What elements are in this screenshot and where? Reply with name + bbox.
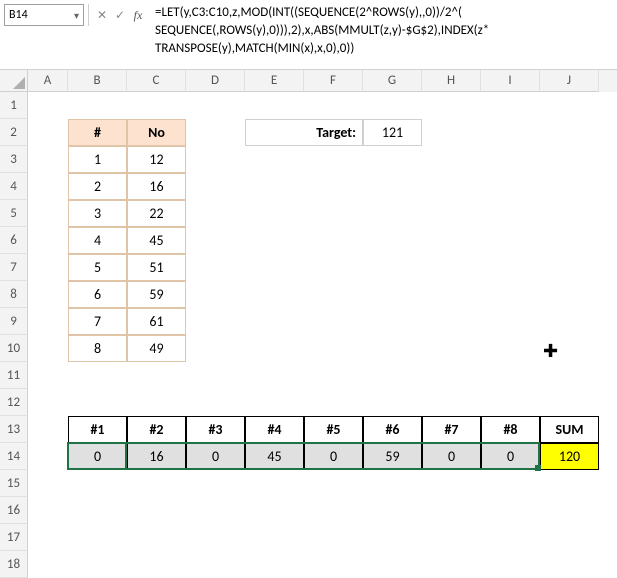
result-header-4: #4 [245,416,304,443]
table1-val-7: 61 [127,308,186,335]
result-value-9: 120 [540,443,599,470]
accept-icon[interactable]: ✓ [111,5,129,25]
col-header-D[interactable]: D [186,70,245,92]
fx-icon[interactable]: fx [129,5,147,25]
result-value-5: 0 [304,443,363,470]
table1-val-4: 45 [127,227,186,254]
table1-val-6: 59 [127,281,186,308]
table1-val-1: 12 [127,146,186,173]
col-header-I[interactable]: I [481,70,540,92]
row-header-5[interactable]: 5 [0,200,28,227]
row-header-9[interactable]: 9 [0,308,28,335]
row-header-16[interactable]: 16 [0,497,28,524]
row-header-8[interactable]: 8 [0,281,28,308]
col-header-A[interactable]: A [28,70,68,92]
cancel-icon[interactable]: ✕ [93,5,111,25]
row-header-14[interactable]: 14 [0,443,28,470]
table1-num-7: 7 [68,308,127,335]
formula-buttons: ✕ ✓ fx [93,4,147,26]
table1-val-8: 49 [127,335,186,362]
result-header-9: SUM [540,416,599,443]
row-header-7[interactable]: 7 [0,254,28,281]
col-header-G[interactable]: G [363,70,422,92]
result-header-1: #1 [68,416,127,443]
name-box[interactable]: B14 ▾ [4,4,84,26]
spreadsheet-grid: 123456789101112131415161718 ABCDEFGHIJ #… [0,70,617,578]
row-header-6[interactable]: 6 [0,227,28,254]
table1-num-3: 3 [68,200,127,227]
result-header-5: #5 [304,416,363,443]
table1-num-1: 1 [68,146,127,173]
row-header-11[interactable]: 11 [0,362,28,389]
target-value: 121 [363,119,422,146]
select-all-corner[interactable] [0,70,28,92]
result-value-2: 16 [127,443,186,470]
table1-num-8: 8 [68,335,127,362]
col-header-F[interactable]: F [304,70,363,92]
row-header-2[interactable]: 2 [0,119,28,146]
chevron-down-icon[interactable]: ▾ [74,9,79,22]
row-headers: 123456789101112131415161718 [0,92,28,578]
table1-header-num: # [68,119,127,146]
row-header-3[interactable]: 3 [0,146,28,173]
result-value-3: 0 [186,443,245,470]
col-header-H[interactable]: H [422,70,481,92]
row-header-1[interactable]: 1 [0,92,28,119]
result-value-4: 45 [245,443,304,470]
row-header-17[interactable]: 17 [0,524,28,551]
formula-input[interactable]: =LET(y,C3:C10,z,MOD(INT((SEQUENCE(2^ROWS… [149,0,617,63]
row-header-4[interactable]: 4 [0,173,28,200]
row-header-10[interactable]: 10 [0,335,28,362]
result-value-8: 0 [481,443,540,470]
formula-bar: B14 ▾ ✕ ✓ fx =LET(y,C3:C10,z,MOD(INT((SE… [0,0,617,70]
result-header-2: #2 [127,416,186,443]
col-header-C[interactable]: C [127,70,186,92]
result-value-6: 59 [363,443,422,470]
result-header-3: #3 [186,416,245,443]
row-header-13[interactable]: 13 [0,416,28,443]
result-value-1: 0 [68,443,127,470]
separator [88,4,89,26]
result-header-8: #8 [481,416,540,443]
table1-num-6: 6 [68,281,127,308]
name-box-value: B14 [9,8,28,22]
table1-header-no: No [127,119,186,146]
table1-num-2: 2 [68,173,127,200]
col-header-J[interactable]: J [540,70,599,92]
target-label: Target: [245,119,363,146]
col-header-B[interactable]: B [68,70,127,92]
table1-val-5: 51 [127,254,186,281]
table1-num-4: 4 [68,227,127,254]
table1-val-2: 16 [127,173,186,200]
table1-num-5: 5 [68,254,127,281]
result-header-6: #6 [363,416,422,443]
table1-val-3: 22 [127,200,186,227]
row-header-12[interactable]: 12 [0,389,28,416]
result-header-7: #7 [422,416,481,443]
row-header-15[interactable]: 15 [0,470,28,497]
col-headers: ABCDEFGHIJ [28,70,617,92]
result-value-7: 0 [422,443,481,470]
col-header-E[interactable]: E [245,70,304,92]
row-header-18[interactable]: 18 [0,551,28,578]
